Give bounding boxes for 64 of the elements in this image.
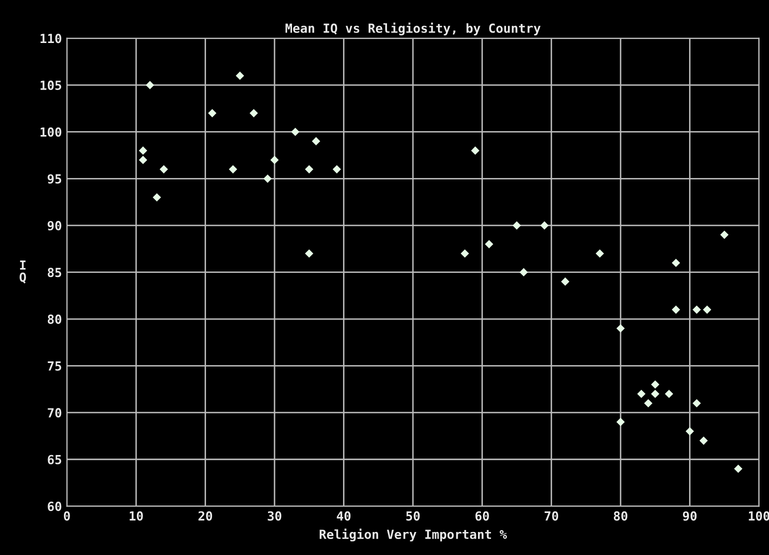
x-tick-label: 50	[406, 511, 420, 521]
point	[270, 156, 279, 164]
point	[664, 390, 674, 398]
y-tick-label: 105	[40, 80, 62, 90]
point	[596, 249, 604, 258]
point	[637, 390, 646, 398]
point	[720, 230, 729, 239]
point	[686, 427, 694, 436]
y-tick-label: 65	[48, 454, 62, 464]
y-tick-label: 95	[48, 174, 62, 184]
chart-title: Mean IQ vs Religiosity, by Country	[286, 22, 541, 36]
point	[692, 399, 701, 408]
x-tick-label: 10	[130, 511, 143, 521]
point	[263, 174, 272, 183]
point	[644, 399, 652, 408]
point	[236, 72, 244, 80]
point	[332, 165, 341, 174]
point	[734, 464, 742, 473]
point	[616, 418, 625, 426]
y-tick-label: 75	[48, 361, 62, 371]
x-tick-label: 70	[544, 511, 558, 521]
point	[138, 156, 148, 164]
point	[699, 436, 708, 445]
point	[160, 165, 168, 174]
point	[651, 380, 660, 389]
point	[561, 277, 570, 286]
point	[138, 146, 148, 155]
point	[471, 146, 480, 155]
point	[616, 324, 625, 333]
point	[484, 240, 494, 248]
point	[291, 128, 300, 136]
x-axis-title: Religion Very Important %	[320, 528, 507, 542]
y-tick-label: 90	[48, 220, 62, 230]
y-tick-label: 60	[48, 502, 62, 512]
y-axis-title: IQ	[20, 260, 26, 284]
point	[672, 258, 680, 268]
point	[702, 305, 712, 314]
y-tick-label: 100	[40, 127, 62, 137]
y-tick-label: 80	[48, 314, 62, 324]
point	[692, 305, 701, 314]
y-tick-label: 110	[40, 34, 62, 44]
point	[512, 221, 521, 230]
x-tick-label: 80	[614, 511, 628, 521]
point	[304, 249, 314, 258]
point	[672, 305, 680, 314]
point	[250, 108, 258, 118]
x-tick-label: 40	[336, 511, 351, 521]
x-tick-label: 90	[682, 511, 697, 521]
point	[304, 165, 314, 174]
y-tick-label: 70	[48, 408, 62, 418]
point	[460, 249, 470, 258]
point	[146, 80, 154, 90]
point	[540, 221, 549, 230]
x-tick-label: 30	[268, 511, 282, 521]
point	[228, 165, 238, 174]
point	[520, 268, 528, 276]
point	[208, 108, 216, 118]
point	[152, 193, 162, 202]
point	[651, 390, 660, 398]
x-tick-label: 20	[198, 511, 212, 521]
point	[312, 137, 320, 146]
x-tick-label: 60	[475, 511, 489, 521]
y-tick-label: 85	[48, 268, 62, 278]
x-tick-label: 0	[64, 511, 70, 521]
